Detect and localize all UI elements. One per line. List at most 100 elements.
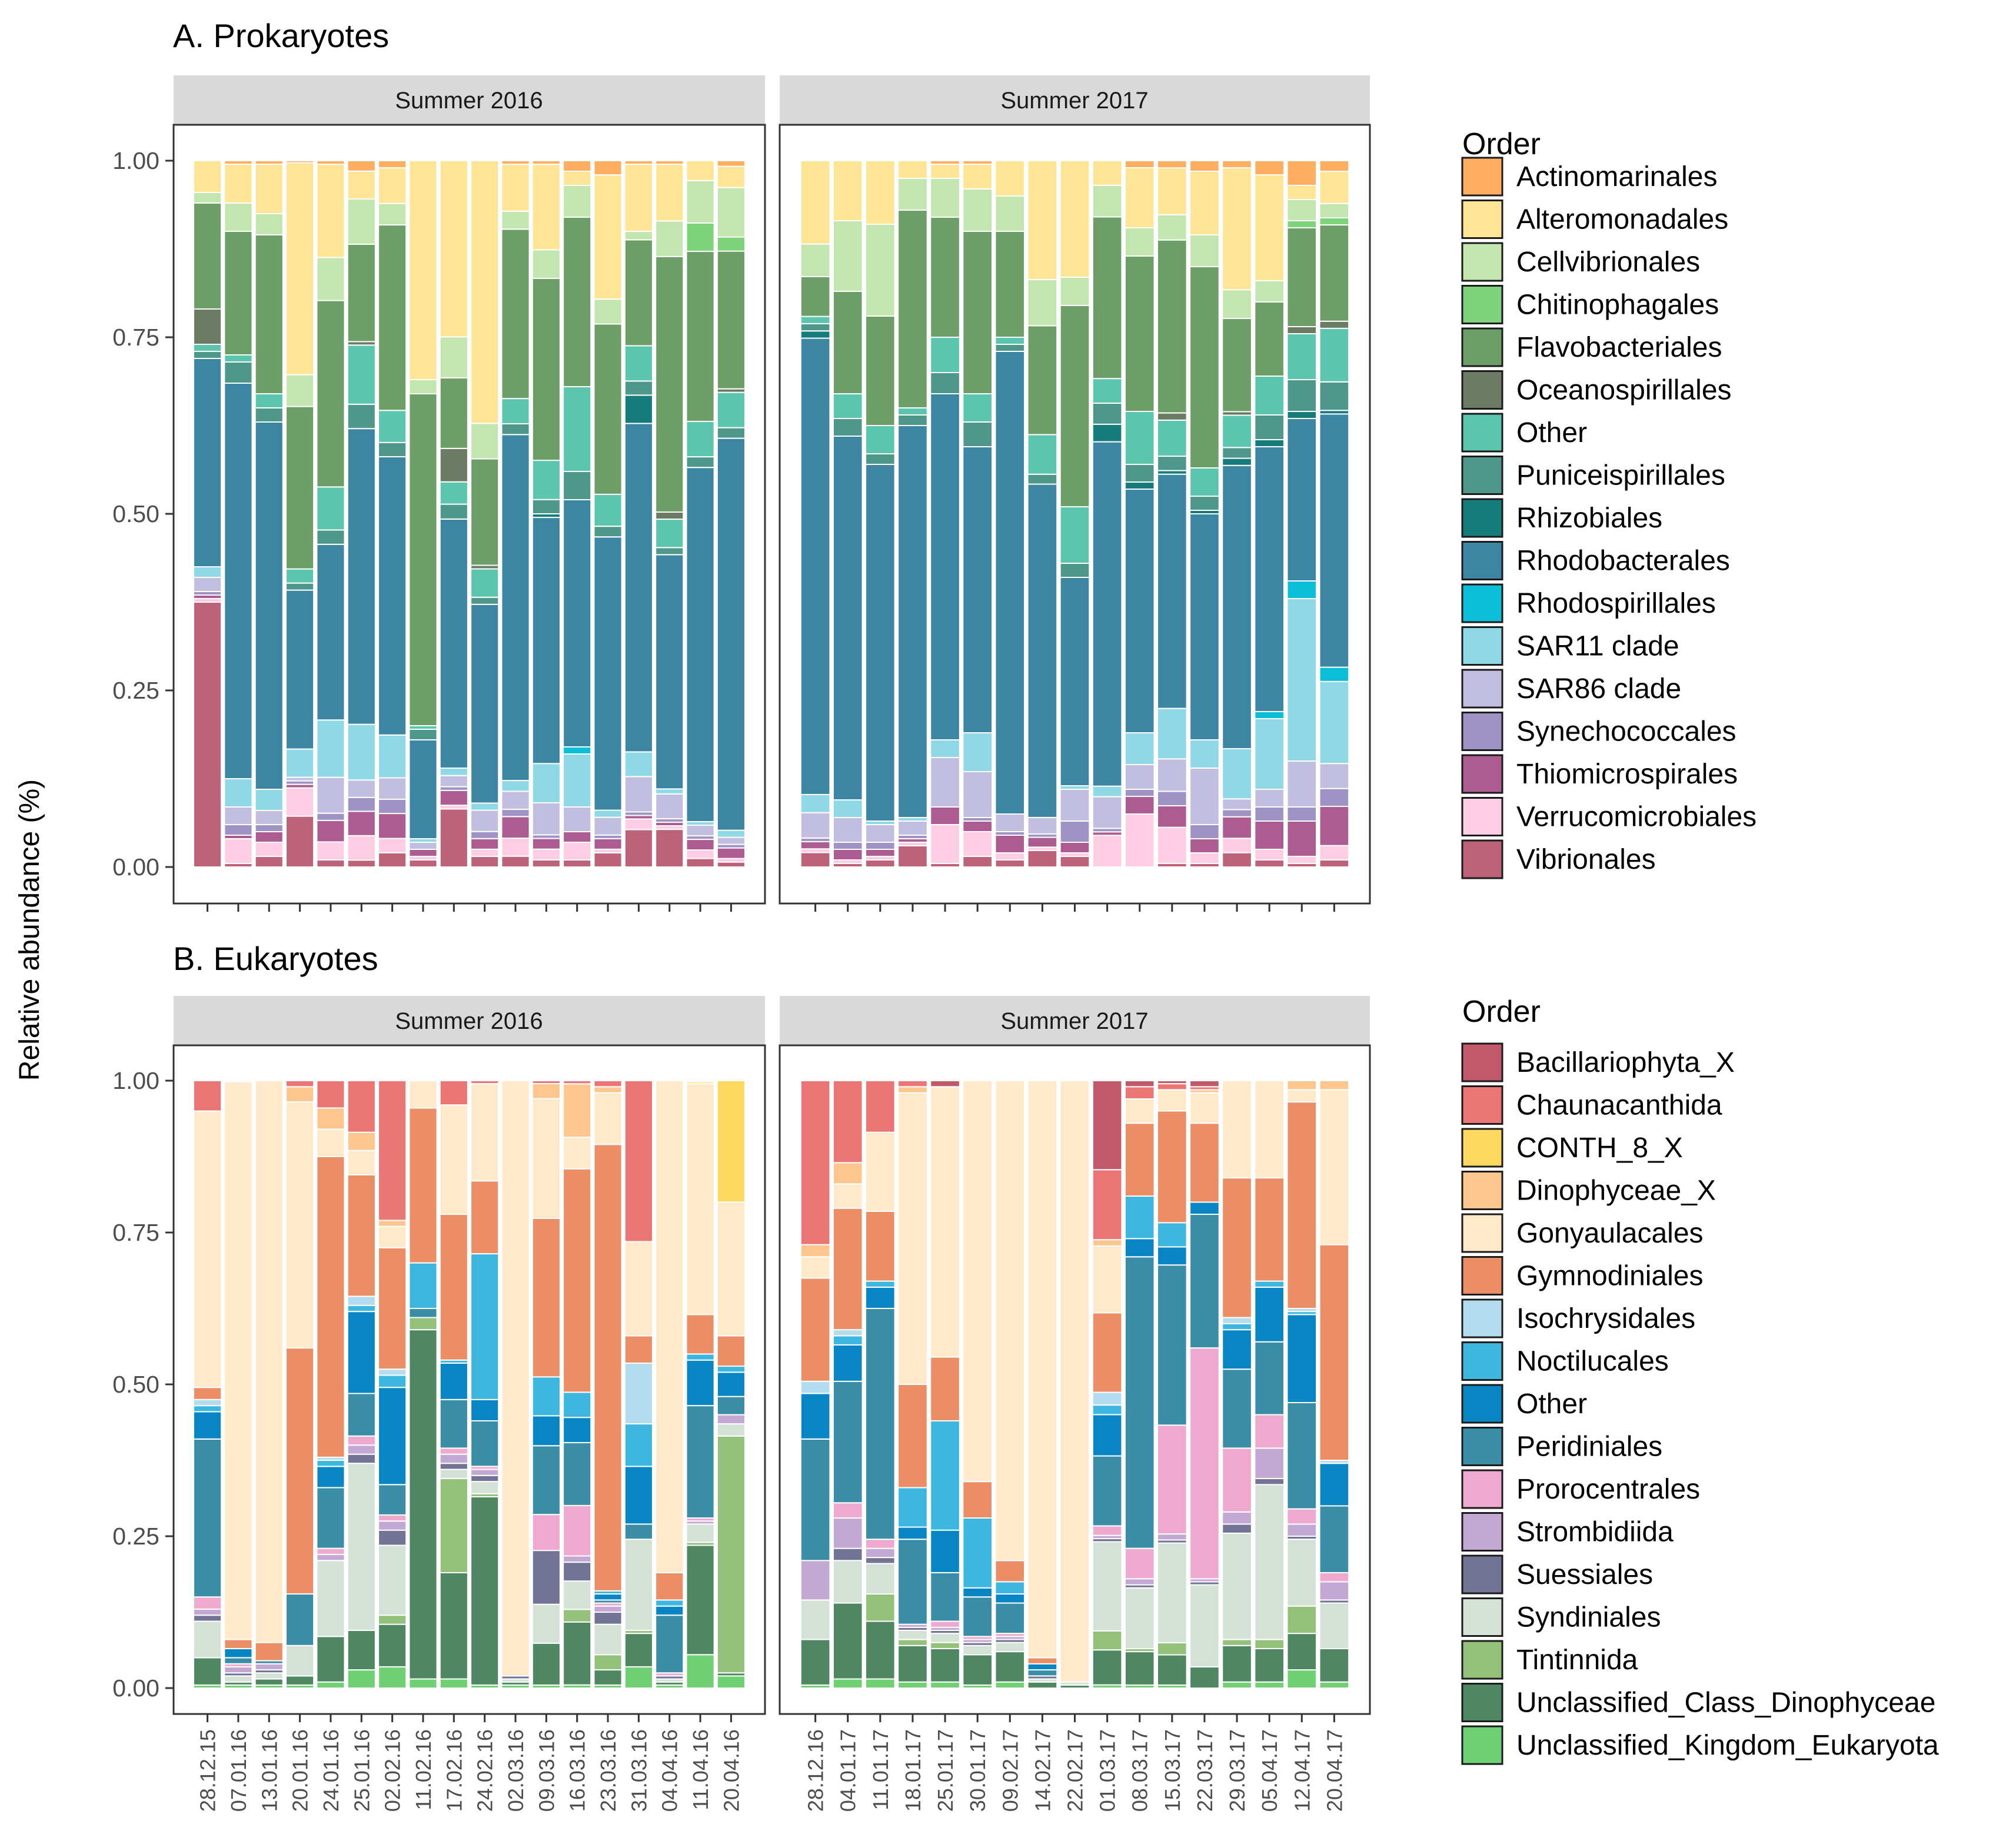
bar-segment: [716, 1366, 746, 1373]
bar-segment: [832, 842, 863, 850]
bar-segment: [316, 859, 345, 868]
bar-segment: [316, 1107, 345, 1130]
bar-segment: [531, 802, 561, 836]
x-tick-label: 09.03.16: [534, 1729, 558, 1812]
legend-label: Verrucomicrobiales: [1516, 802, 1756, 833]
bar-segment: [316, 841, 345, 861]
bar-segment: [686, 1523, 715, 1543]
bar-segment: [655, 160, 684, 165]
bar-segment: [1286, 580, 1318, 599]
bar-segment: [1189, 838, 1220, 853]
bar-segment: [408, 842, 438, 850]
bar-segment: [439, 1214, 468, 1361]
bar-segment: [1319, 171, 1350, 204]
bar-segment: [800, 841, 831, 850]
bar-segment: [686, 1353, 715, 1361]
bar-segment: [624, 1466, 653, 1525]
bar-segment: [624, 1423, 653, 1467]
bar-segment: [347, 859, 376, 868]
bar-segment: [716, 1396, 746, 1416]
bar-segment: [1189, 234, 1220, 267]
x-tick-label: 20.04.16: [719, 1729, 743, 1812]
bar-segment: [316, 1460, 345, 1467]
bar-segment: [930, 393, 960, 740]
bar-segment: [716, 1201, 746, 1337]
bar-segment: [224, 160, 253, 165]
bar-segment: [408, 739, 438, 839]
bar-segment: [800, 315, 831, 324]
bar-segment: [193, 1110, 222, 1388]
bar-segment: [1254, 446, 1285, 712]
bar-segment: [1319, 859, 1350, 868]
bar-segment: [800, 1277, 831, 1382]
bar-segment: [1124, 255, 1155, 412]
bar-segment: [1319, 1463, 1350, 1507]
bar-segment: [624, 1523, 653, 1540]
bar-segment: [316, 1080, 345, 1109]
bar-segment: [531, 848, 561, 861]
bar-segment: [832, 418, 863, 437]
legend-swatch: [1461, 1597, 1503, 1637]
bar-segment: [501, 809, 530, 818]
bar-segment: [285, 374, 315, 407]
bar-segment: [1319, 845, 1350, 861]
bar-segment: [501, 423, 530, 436]
bar-segment: [716, 1435, 746, 1674]
bar-segment: [439, 1572, 468, 1680]
bar-segment: [193, 308, 222, 345]
legend-swatch: [1461, 1640, 1503, 1680]
bar-segment: [439, 503, 468, 520]
bar-segment: [347, 160, 376, 172]
legend-title: Order: [1462, 995, 1541, 1029]
bar-segment: [285, 1645, 315, 1677]
bar-segment: [563, 160, 592, 172]
y-tick-label: 0.75: [112, 1219, 159, 1246]
bar-segment: [930, 372, 960, 394]
bar-segment: [470, 423, 500, 460]
bar-segment: [439, 1104, 468, 1215]
bar-segment: [800, 1393, 831, 1440]
bar-segment: [1254, 174, 1285, 281]
bar-segment: [439, 447, 468, 483]
bar-segment: [1222, 852, 1252, 868]
bar-segment: [1319, 1505, 1350, 1573]
bar-segment: [439, 768, 468, 776]
bar-segment: [593, 1623, 623, 1656]
bar-segment: [563, 471, 592, 500]
bar-segment: [865, 1547, 896, 1559]
bar-segment: [1319, 1647, 1350, 1683]
bar-segment: [686, 251, 715, 422]
bar-segment: [1027, 836, 1058, 848]
bar-segment: [655, 1615, 684, 1674]
bar-segment: [378, 1387, 407, 1486]
bar-segment: [1124, 1238, 1155, 1258]
bar-segment: [316, 1681, 345, 1689]
bar-segment: [224, 354, 253, 363]
bar-segment: [832, 817, 863, 843]
legend-swatch: [1461, 327, 1503, 367]
bar-segment: [285, 1593, 315, 1646]
x-tick-label: 18.01.17: [901, 1729, 925, 1812]
bar-segment: [832, 160, 863, 221]
bar-segment: [593, 536, 623, 811]
facet-strips: Summer 2016 Summer 2017 Summer 2016 Summ…: [174, 75, 1370, 1045]
bar-segment: [655, 1572, 684, 1601]
bar-segment: [347, 344, 376, 405]
bar-segment: [716, 836, 746, 845]
bar-segment: [1124, 411, 1155, 465]
bar-segment: [716, 829, 746, 838]
bar-segment: [686, 1314, 715, 1355]
bar-segment: [193, 1387, 222, 1400]
bar-segment: [1157, 412, 1187, 421]
bar-segment: [832, 799, 863, 818]
bar-segment: [686, 1405, 715, 1519]
bar-segment: [832, 1560, 863, 1604]
bar-segment: [378, 202, 407, 226]
bar-segment: [439, 160, 468, 338]
bar-segment: [347, 198, 376, 245]
bar-segment: [1286, 1101, 1318, 1309]
bar-segment: [1124, 1086, 1155, 1099]
bar-segment: [531, 1514, 561, 1552]
x-tick-label: 24.01.16: [319, 1729, 343, 1812]
bar-segment: [800, 1380, 831, 1394]
